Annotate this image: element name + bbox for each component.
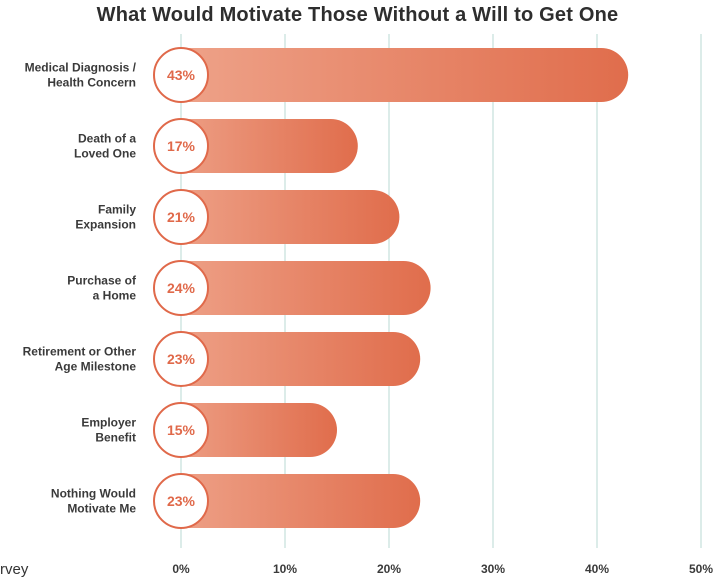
category-label: Family bbox=[98, 203, 136, 217]
x-tick-label: 40% bbox=[585, 562, 609, 576]
category-label: Age Milestone bbox=[55, 360, 137, 374]
x-tick-label: 0% bbox=[172, 562, 190, 576]
x-tick-label: 20% bbox=[377, 562, 401, 576]
category-label: Expansion bbox=[75, 218, 136, 232]
chart-title: What Would Motivate Those Without a Will… bbox=[96, 4, 619, 26]
bar-value-label: 23% bbox=[167, 493, 196, 509]
bar-value-label: 23% bbox=[167, 351, 196, 367]
value-badge bbox=[153, 402, 209, 458]
category-label: Retirement or Other bbox=[23, 345, 137, 359]
bar bbox=[154, 190, 400, 244]
value-badge bbox=[153, 189, 209, 245]
bar-value-label: 17% bbox=[167, 138, 196, 154]
bar-value-label: 15% bbox=[167, 422, 196, 438]
bar-value-label: 43% bbox=[167, 67, 196, 83]
category-label: Nothing Would bbox=[51, 487, 136, 501]
value-badge bbox=[153, 473, 209, 529]
category-label: Employer bbox=[81, 416, 136, 430]
bar-value-label: 24% bbox=[167, 280, 196, 296]
category-label: Purchase of bbox=[67, 274, 137, 288]
category-label: Benefit bbox=[95, 431, 136, 445]
bar-value-label: 21% bbox=[167, 209, 196, 225]
bar bbox=[154, 474, 421, 528]
bars: 43% 17% 21% 24% 23% 15% 23% bbox=[153, 47, 629, 529]
category-label: Loved One bbox=[74, 147, 136, 161]
category-label: Motivate Me bbox=[67, 502, 136, 516]
category-label: Health Concern bbox=[47, 76, 136, 90]
footnote-text: rvey bbox=[0, 561, 29, 578]
category-label: a Home bbox=[93, 289, 137, 303]
x-tick-label: 50% bbox=[689, 562, 713, 576]
value-badge bbox=[153, 260, 209, 316]
value-badge bbox=[153, 118, 209, 174]
bar bbox=[154, 48, 629, 102]
x-axis-ticks: 0% 10% 20% 30% 40% 50% bbox=[172, 562, 713, 576]
bar bbox=[154, 332, 421, 386]
category-labels: Medical Diagnosis /Health Concern Death o… bbox=[23, 61, 137, 516]
category-label: Medical Diagnosis / bbox=[25, 61, 137, 75]
x-tick-label: 10% bbox=[273, 562, 297, 576]
value-badge bbox=[153, 47, 209, 103]
value-badge bbox=[153, 331, 209, 387]
bar bbox=[154, 261, 431, 315]
x-tick-label: 30% bbox=[481, 562, 505, 576]
category-label: Death of a bbox=[78, 132, 136, 146]
